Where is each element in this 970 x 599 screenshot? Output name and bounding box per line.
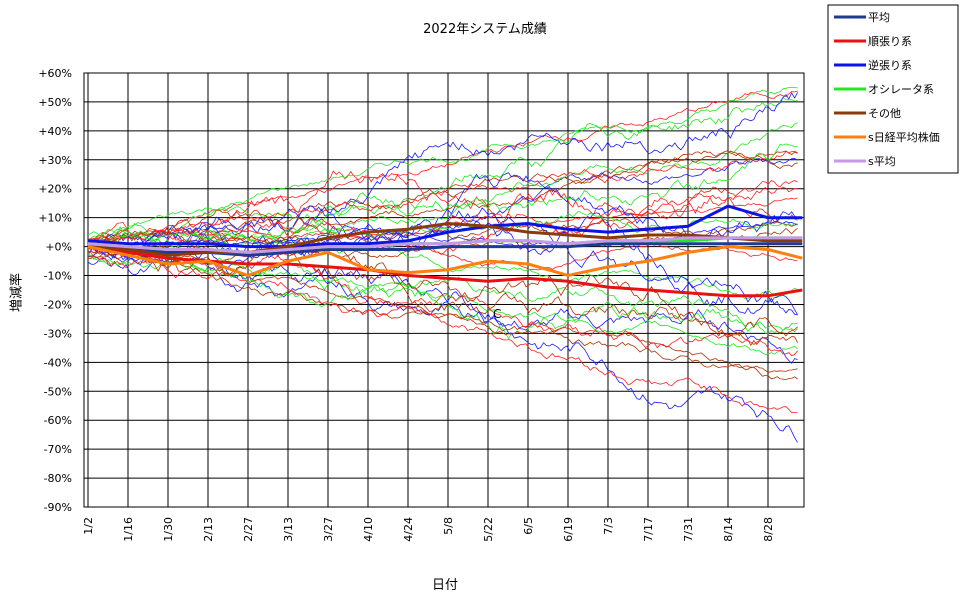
y-tick-label: +30% — [38, 154, 72, 167]
system-line — [87, 150, 798, 259]
y-tick-label: -20% — [44, 298, 72, 311]
x-tick-label: 6/19 — [562, 517, 575, 542]
system-line — [87, 150, 798, 244]
system-line — [87, 170, 798, 248]
y-tick-label: -80% — [44, 472, 72, 485]
annotation-label: C — [493, 307, 501, 321]
x-tick-label: 3/13 — [282, 517, 295, 542]
x-tick-label: 8/14 — [722, 517, 735, 542]
x-axis-title: 日付 — [431, 578, 458, 593]
system-line — [87, 238, 798, 373]
system-line — [87, 96, 798, 250]
system-line — [87, 238, 798, 337]
x-tick-label: 2/13 — [202, 517, 215, 542]
series-line — [87, 204, 803, 249]
x-tick-label: 4/10 — [362, 517, 375, 542]
x-tick-label: 7/31 — [682, 517, 695, 542]
y-tick-label: +40% — [38, 125, 72, 138]
system-line — [87, 143, 798, 254]
y-tick-label: +50% — [38, 96, 72, 109]
legend-label: 逆張り系 — [868, 58, 912, 72]
x-tick-label: 8/28 — [762, 517, 775, 542]
x-tick-label: 7/17 — [642, 517, 655, 542]
x-tick-label: 4/24 — [402, 517, 415, 542]
system-line — [87, 207, 798, 316]
y-tick-label: -60% — [44, 414, 72, 427]
y-tick-label: +0% — [45, 241, 72, 254]
legend-label: s日経平均株価 — [868, 130, 940, 144]
system-line — [87, 92, 798, 261]
system-line — [87, 240, 798, 356]
system-line — [87, 197, 798, 241]
x-tick-label: 3/27 — [322, 517, 335, 542]
x-tick-label: 7/3 — [602, 517, 615, 535]
system-line — [87, 251, 798, 357]
legend-label: 順張り系 — [868, 35, 912, 48]
system-line — [87, 186, 798, 255]
legend-label: オシレータ系 — [868, 83, 934, 96]
system-line — [87, 87, 798, 242]
x-tick-label: 2/27 — [242, 517, 255, 542]
system-line — [87, 220, 798, 315]
y-tick-label: +10% — [38, 212, 72, 225]
y-tick-label: -90% — [44, 501, 72, 514]
x-tick-label: 1/2 — [82, 517, 95, 535]
y-tick-label: -40% — [44, 356, 72, 369]
y-axis-title: 増減率 — [9, 273, 25, 313]
y-tick-label: -50% — [44, 385, 72, 398]
system-line — [87, 241, 798, 414]
x-tick-label: 1/16 — [122, 517, 135, 542]
series-line — [87, 221, 803, 257]
chart-title: 2022年システム成績 — [423, 22, 547, 37]
y-tick-label: -10% — [44, 270, 72, 283]
legend-label: その他 — [868, 107, 901, 120]
y-tick-label: -30% — [44, 327, 72, 340]
x-tick-label: 1/30 — [162, 517, 175, 542]
x-tick-label: 5/8 — [442, 517, 455, 535]
legend-label: s平均 — [868, 155, 896, 168]
y-tick-label: +60% — [38, 67, 72, 80]
series-line — [87, 236, 803, 254]
legend-label: 平均 — [868, 11, 890, 24]
y-tick-label: -70% — [44, 443, 72, 456]
y-tick-label: +20% — [38, 183, 72, 196]
x-tick-label: 5/22 — [482, 517, 495, 542]
x-tick-label: 6/5 — [522, 517, 535, 535]
system-line — [87, 240, 798, 381]
series-line — [87, 245, 803, 278]
